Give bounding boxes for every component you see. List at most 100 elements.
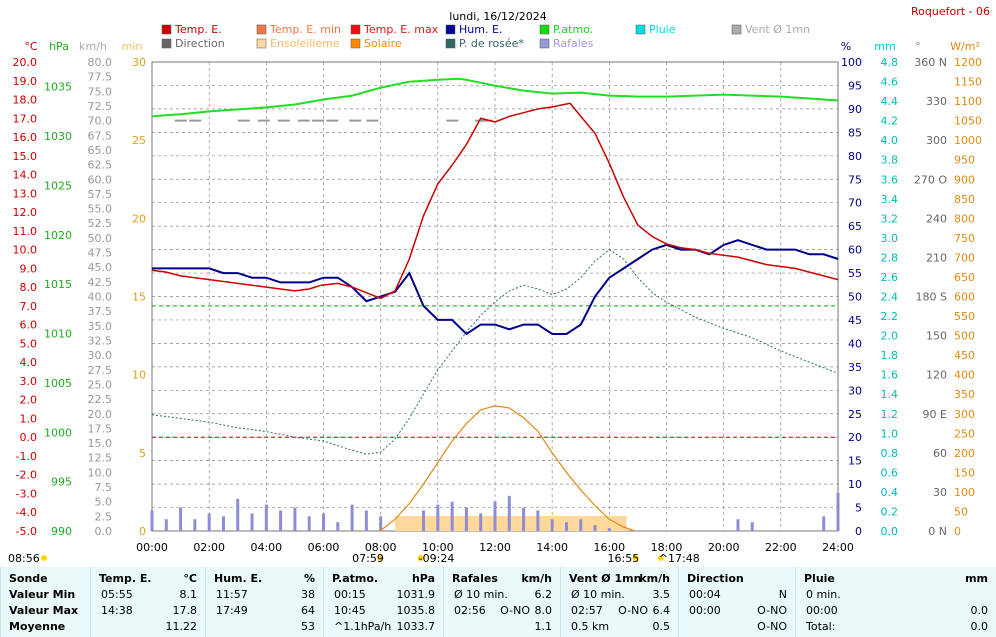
temp-tick: 4.0 [20, 356, 38, 369]
kmh-tick: 75.0 [88, 85, 113, 98]
mm-tick: 2.2 [881, 310, 899, 323]
sun-marker [377, 555, 384, 561]
table-col-patmo: P.atmo. hPa 00:15 1031.9 10:45 1035.8 ^1.1hPa/… [323, 567, 443, 637]
legend-label: Direction [175, 37, 225, 50]
min-tick: 0 [139, 525, 146, 538]
table-cell: 00:00 [689, 604, 721, 617]
table-cell: 02:56 [454, 604, 486, 617]
table-cell: 0.0 [970, 620, 989, 633]
mm-tick: 1.8 [881, 349, 899, 362]
legend-label: P.atmo. [553, 23, 593, 36]
hpa-tick: 1010 [44, 328, 72, 341]
deg-tick: 360 N [914, 56, 947, 69]
wm2-tick: 200 [954, 447, 975, 460]
humidity-line [152, 239, 839, 336]
table-cell: O-NO [757, 604, 787, 617]
axis-unit-label: °C [24, 40, 38, 53]
kmh-tick: 32.5 [88, 334, 113, 347]
table-header: Sonde [9, 572, 48, 585]
pct-tick: 25 [848, 408, 862, 421]
kmh-tick: 65.0 [88, 144, 113, 157]
table-cell: Total: [806, 620, 836, 633]
temp-tick: 5.0 [20, 337, 38, 350]
temp-tick: 13.0 [13, 187, 38, 200]
wm2-tick: 100 [954, 486, 975, 499]
deg-tick: 330 [926, 95, 947, 108]
deg-tick: 180 S [916, 291, 947, 304]
table-cell: N [778, 588, 787, 601]
mm-tick: 2.8 [881, 251, 899, 264]
table-header: Temp. E. [99, 572, 152, 585]
min-tick: 25 [132, 134, 146, 147]
min-tick: 5 [139, 447, 146, 460]
table-cell: O-NO [757, 620, 787, 633]
table-cell: Ø 10 min. [454, 588, 508, 601]
hpa-tick: 1015 [44, 278, 72, 291]
legend-label: Vent Ø 1mn [745, 23, 810, 36]
table-cell: 1035.8 [396, 604, 436, 617]
axes: 20.0 19.0 18.0 17.0 16.0 15.0 14.0 13.0 12.0 11.0… [13, 56, 983, 554]
pct-tick: 95 [848, 79, 862, 92]
temp-tick: 17.0 [13, 112, 38, 125]
temp-tick: 20.0 [13, 56, 38, 69]
temp-tick: 10.0 [13, 244, 38, 257]
table-col-hum: Hum. E.% 11:57 38 17:49 64 53 [205, 567, 323, 637]
x-tick: 08:00 [365, 541, 397, 554]
sun-marker [41, 555, 47, 561]
table-cell: 53 [301, 620, 315, 633]
kmh-tick: 27.5 [88, 364, 113, 377]
x-tick: 10:00 [422, 541, 454, 554]
chart-title: lundi, 16/12/2024 [449, 10, 546, 23]
table-col-dir: Direction 00:04 N 00:00 O-NO O-NO [678, 567, 795, 637]
table-unit: km/h [639, 572, 670, 585]
sun-mark-label: -09:24 [419, 552, 455, 565]
table-cell: O-NO [618, 604, 648, 617]
kmh-tick: 17.5 [88, 422, 113, 435]
kmh-tick: 45.0 [88, 261, 113, 274]
table-col-rafales: Rafales km/h Ø 10 min. 6.2 02:56 O-NO 8.0 1.1 [443, 567, 560, 637]
temp-tick: 8.0 [20, 281, 38, 294]
table-cell: 00:15 [334, 588, 366, 601]
table-cell: Valeur Max [9, 604, 79, 617]
pct-tick: 40 [848, 337, 862, 350]
mm-tick: 1.2 [881, 408, 899, 421]
legend-swatch [161, 24, 172, 35]
axis-unit-label: % [841, 40, 851, 53]
temp-tick: 16.0 [13, 131, 38, 144]
wm2-tick: 1050 [954, 115, 982, 128]
kmh-tick: 12.5 [88, 452, 113, 465]
wm2-tick: 300 [954, 408, 975, 421]
wm2-tick: 350 [954, 388, 975, 401]
table-cell: Moyenne [9, 620, 66, 633]
sun-mark-label: ^17:48 [659, 552, 700, 565]
axis-unit-label: km/h [79, 40, 107, 53]
pct-tick: 100 [841, 56, 862, 69]
wm2-tick: 500 [954, 330, 975, 343]
wm2-tick: 1000 [954, 134, 982, 147]
kmh-tick: 2.5 [95, 510, 113, 523]
grid [151, 61, 839, 532]
deg-tick: 0 N [928, 525, 947, 538]
x-tick: 18:00 [651, 541, 683, 554]
min-tick: 20 [132, 212, 146, 225]
wm2-tick: 950 [954, 154, 975, 167]
mm-tick: 3.4 [881, 193, 899, 206]
dewpoint-line [151, 248, 839, 455]
pct-tick: 5 [855, 502, 862, 515]
chart-background [0, 0, 996, 567]
wm2-tick: 700 [954, 251, 975, 264]
table-cell: 64 [301, 604, 315, 617]
sun-marks: 08:56 07:59 -09:24 16:55 ^17:48 [8, 552, 700, 565]
kmh-tick: 5.0 [95, 496, 113, 509]
hpa-tick: 1000 [44, 426, 72, 439]
table-cell: 0 min. [806, 588, 841, 601]
temp-tick: 12.0 [13, 206, 38, 219]
kmh-tick: 30.0 [88, 349, 113, 362]
table-cell: Ø 10 min. [571, 588, 625, 601]
kmh-tick: 40.0 [88, 291, 113, 304]
mm-tick: 4.4 [881, 95, 899, 108]
table-col-sonde: Sonde Valeur Min Valeur Max Moyenne [0, 567, 90, 637]
x-tick: 06:00 [308, 541, 340, 554]
wm2-tick: 0 [954, 525, 961, 538]
stats-table: Sonde Valeur Min Valeur Max Moyenne Temp. E.… [0, 567, 996, 637]
